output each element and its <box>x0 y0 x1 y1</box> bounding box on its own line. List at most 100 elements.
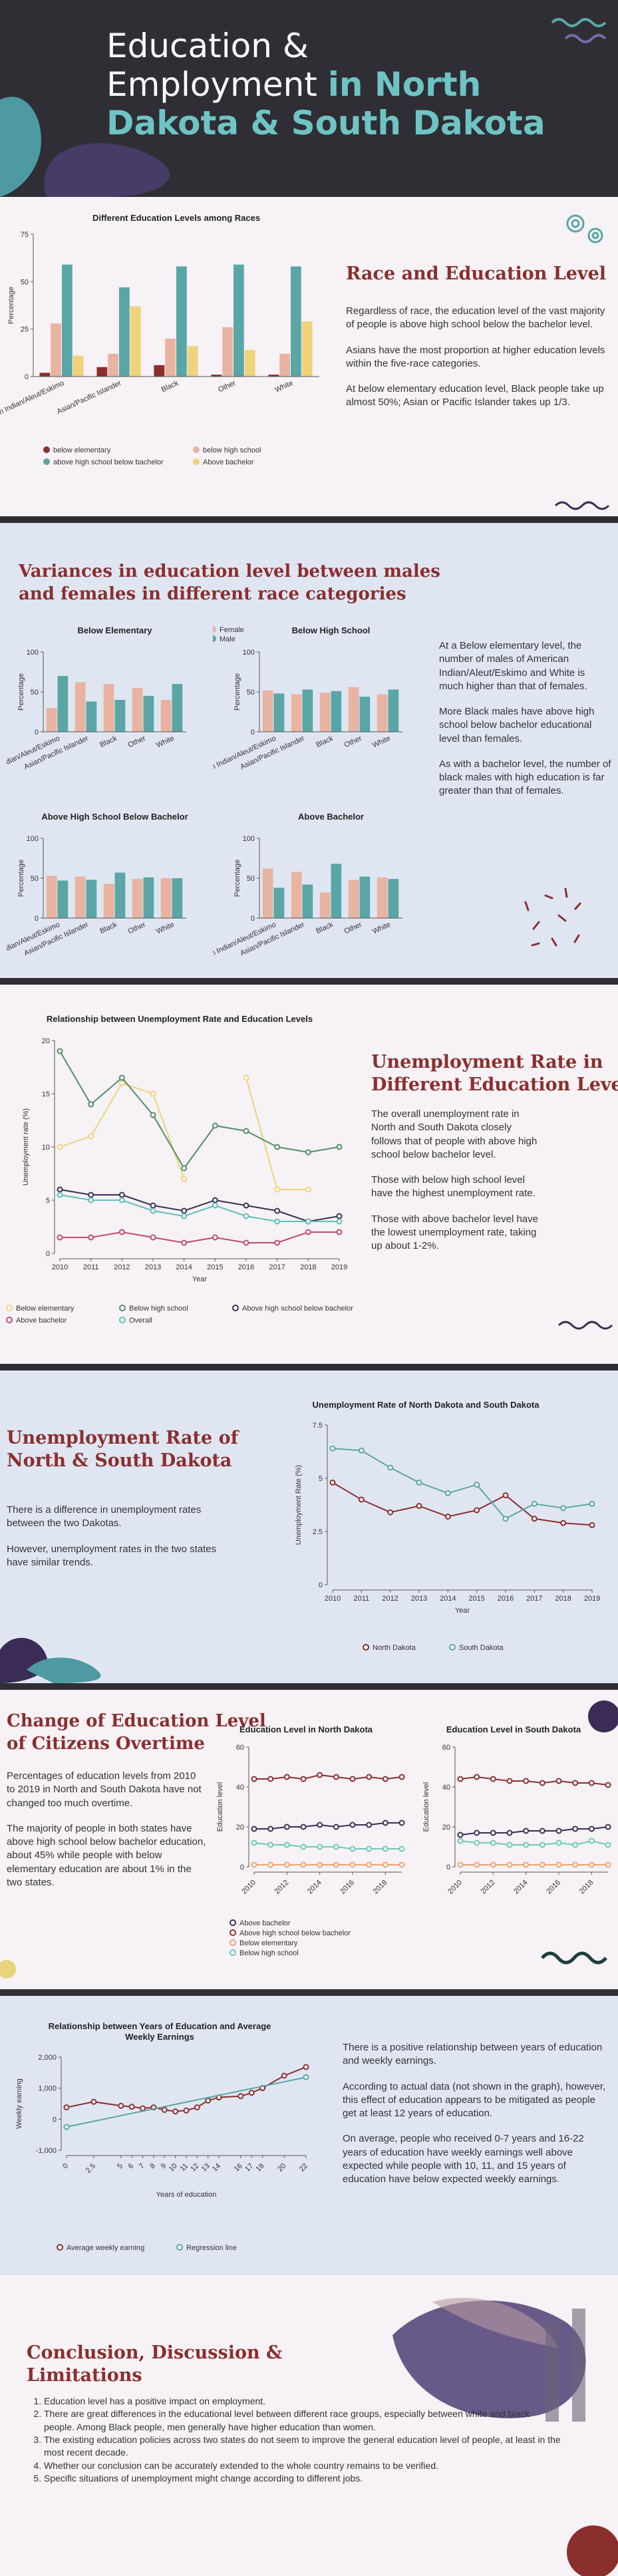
chart-below-elementary: Below Elementary050100PercentageAmerican… <box>7 625 186 783</box>
legend-label: Above high school below bachelor <box>239 1929 351 1937</box>
data-point <box>382 1820 388 1826</box>
data-point <box>183 2107 190 2114</box>
y-tick-label: 0 <box>240 1863 244 1871</box>
data-point <box>118 1229 125 1235</box>
chart-title: Education Level in South Dakota <box>446 1724 581 1734</box>
conclusion-heading-line2: Limitations <box>27 2365 142 2386</box>
y-tick-label: -1,000 <box>36 2147 57 2155</box>
bar <box>143 696 154 732</box>
chart-above-high-school: Above High School Below Bachelor 0 50 100 Pe… <box>7 812 188 969</box>
data-point <box>251 1826 257 1832</box>
y-tick-label: 0 <box>319 1581 323 1589</box>
y-tick-label: 25 <box>21 326 29 334</box>
y-tick-label: 40 <box>442 1784 450 1792</box>
unemployment-states-p2: However, unemployment rates in the two s… <box>7 1543 217 1568</box>
data-point <box>118 2102 124 2109</box>
data-point <box>150 1090 156 1097</box>
x-tick-label: 2018 <box>300 1263 316 1271</box>
bar <box>46 708 57 732</box>
confetti-decor <box>524 887 581 947</box>
chart-title: Below Elementary <box>78 625 153 635</box>
section-conclusion: Conclusion, Discussion & Limitations Edu… <box>0 2275 618 2576</box>
data-point <box>283 1824 290 1830</box>
data-point <box>88 1101 94 1108</box>
bar <box>130 306 141 377</box>
y-tick-label: 1,000 <box>38 2085 57 2093</box>
divider-1 <box>0 516 618 523</box>
bar <box>143 877 154 918</box>
data-point <box>150 1112 156 1118</box>
data-point <box>333 1774 339 1780</box>
data-point <box>243 1128 249 1134</box>
data-point <box>572 1842 579 1848</box>
bar <box>160 700 172 732</box>
data-point <box>457 1838 464 1844</box>
data-point <box>474 1482 480 1488</box>
x-tick-label: 13 <box>200 2162 212 2174</box>
data-point <box>398 1820 405 1826</box>
x-tick-label: 14 <box>211 2162 222 2174</box>
data-point <box>317 1861 323 1868</box>
unemployment-education-p2: Those with below high school level have … <box>371 1174 536 1200</box>
series-line <box>60 1231 339 1244</box>
header-blob-purple <box>44 143 170 197</box>
section-education-change: Change of Education Level of Citizens Ov… <box>0 1690 618 1989</box>
y-axis-label: Percentage <box>17 673 25 711</box>
x-tick-label: 2011 <box>354 1595 370 1603</box>
data-point <box>474 1861 480 1868</box>
data-point <box>336 1144 343 1150</box>
data-point <box>560 1505 567 1512</box>
wave-decor-2 <box>557 1321 613 1330</box>
data-point <box>366 1774 373 1780</box>
bar <box>172 878 183 918</box>
data-point <box>589 1522 595 1528</box>
data-point <box>88 1192 94 1198</box>
data-point <box>243 1074 249 1081</box>
data-point <box>57 1144 63 1150</box>
x-tick-label: White <box>371 921 392 936</box>
bar <box>119 287 130 377</box>
education-change-p2: The majority of people in both states ha… <box>7 1822 206 1888</box>
page-title: Education & Employment in North Dakota &… <box>106 27 545 142</box>
bar <box>348 880 359 918</box>
data-point <box>181 1239 188 1246</box>
data-point <box>305 1186 311 1193</box>
data-point <box>539 1861 545 1868</box>
data-point <box>205 2097 212 2104</box>
bar <box>165 338 176 377</box>
y-tick-label: 0 <box>251 915 255 923</box>
chart-title: Relationship between Unemployment Rate a… <box>47 1014 313 1024</box>
legend-label: Regression line <box>186 2244 237 2252</box>
y-tick-label: 100 <box>243 835 255 843</box>
sex-race-p1: At a Below elementary level, the number … <box>439 640 587 692</box>
data-point <box>490 1861 496 1868</box>
x-tick-label: 7 <box>138 2162 146 2171</box>
x-tick-label: 5 <box>116 2162 124 2171</box>
x-axis-label: Years of education <box>156 2191 217 2199</box>
y-tick-label: 50 <box>21 278 29 286</box>
x-tick-label: 2018 <box>555 1595 571 1603</box>
data-point <box>305 1229 311 1235</box>
data-point <box>274 1239 281 1246</box>
data-point <box>502 1516 509 1522</box>
x-tick-label: 10 <box>168 2162 179 2174</box>
bar <box>187 346 198 377</box>
data-point <box>118 1197 125 1204</box>
data-point <box>150 1202 156 1209</box>
chart-race-education: Different Education Levels among Races 0 2… <box>0 213 319 466</box>
y-tick-label: 20 <box>236 1824 244 1832</box>
sex-race-p3: As with a bachelor level, the number of … <box>439 758 611 797</box>
data-point <box>63 2124 70 2130</box>
y-tick-label: 0 <box>35 728 39 736</box>
data-point <box>539 1842 545 1848</box>
data-point <box>506 1842 513 1848</box>
bar <box>377 694 388 732</box>
data-point <box>283 1842 290 1848</box>
data-point <box>523 1842 530 1848</box>
section-unemployment-education: Relationship between Unemployment Rate a… <box>0 985 618 1364</box>
data-point <box>589 1500 595 1507</box>
conclusion-heading-line1: Conclusion, Discussion & <box>27 2342 283 2363</box>
chart-title: Relationship between Years of Education … <box>49 2021 271 2031</box>
y-tick-label: 0 <box>53 2116 57 2124</box>
bar <box>377 877 388 918</box>
